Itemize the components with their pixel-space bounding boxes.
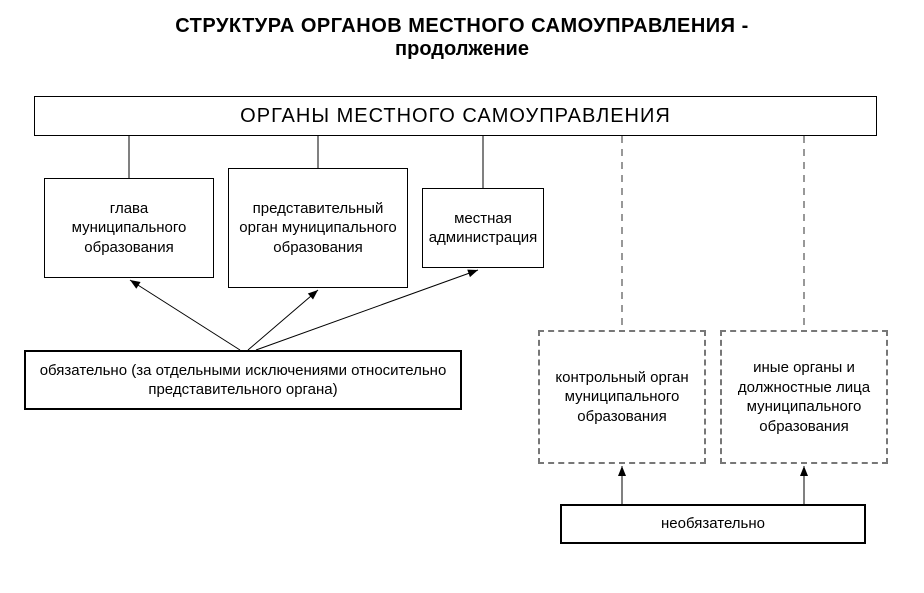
node-control-label: контрольный орган муниципального образов… xyxy=(546,368,698,427)
node-root-label: ОРГАНЫ МЕСТНОГО САМОУПРАВЛЕНИЯ xyxy=(240,103,671,129)
node-head-label: глава муниципального образования xyxy=(51,199,207,258)
title-line2: продолжение xyxy=(395,38,529,61)
node-mandatory: обязательно (за отдельными исключениями … xyxy=(24,350,462,410)
node-rep: представительный орган муниципального об… xyxy=(228,168,408,288)
node-mandatory-label: обязательно (за отдельными исключениями … xyxy=(32,361,454,400)
node-root: ОРГАНЫ МЕСТНОГО САМОУПРАВЛЕНИЯ xyxy=(34,96,877,136)
node-other-label: иные органы и должностные лица муниципал… xyxy=(728,358,880,436)
node-rep-label: представительный орган муниципального об… xyxy=(235,199,401,258)
node-optional: необязательно xyxy=(560,504,866,544)
node-control: контрольный орган муниципального образов… xyxy=(538,330,706,464)
node-admin: местная администрация xyxy=(422,188,544,268)
title-line1: СТРУКТУРА ОРГАНОВ МЕСТНОГО САМОУПРАВЛЕНИ… xyxy=(175,15,749,38)
node-head: глава муниципального образования xyxy=(44,178,214,278)
diagram-canvas: СТРУКТУРА ОРГАНОВ МЕСТНОГО САМОУПРАВЛЕНИ… xyxy=(0,0,924,593)
node-optional-label: необязательно xyxy=(661,514,765,534)
node-other: иные органы и должностные лица муниципал… xyxy=(720,330,888,464)
diagram-title: СТРУКТУРА ОРГАНОВ МЕСТНОГО САМОУПРАВЛЕНИ… xyxy=(0,10,924,66)
node-admin-label: местная администрация xyxy=(429,209,538,248)
